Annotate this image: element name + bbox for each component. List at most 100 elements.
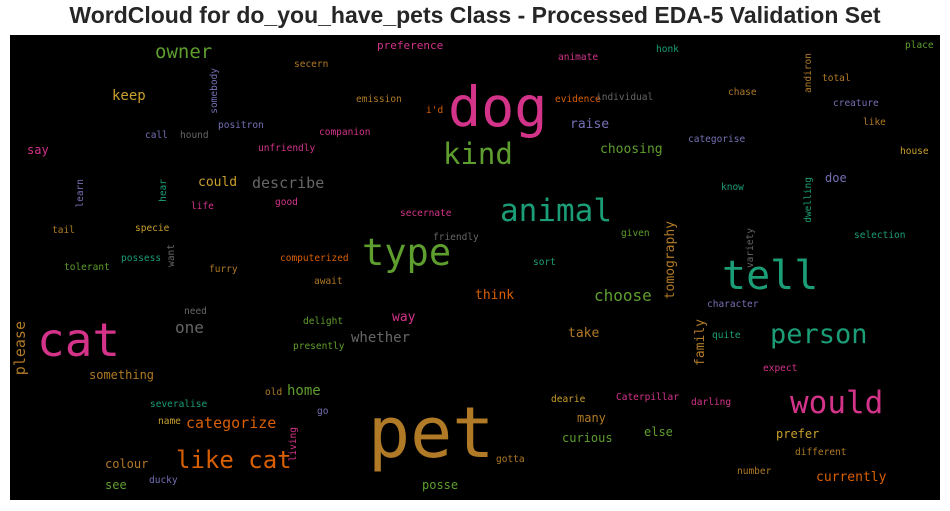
wordcloud-word: secernate (400, 208, 452, 219)
wordcloud-word: choose (594, 286, 652, 305)
wordcloud-word: many (577, 411, 606, 425)
wordcloud-word: could (198, 175, 238, 190)
wordcloud-word: severalise (150, 399, 208, 410)
wordcloud-word: i'd (426, 105, 444, 116)
wordcloud-word: learn (75, 179, 86, 208)
wordcloud-word: furry (209, 264, 238, 275)
wordcloud-word: prefer (776, 427, 820, 441)
wordcloud-word: presently (293, 341, 345, 352)
wordcloud-word: pet (368, 392, 495, 474)
wordcloud-word: call (145, 130, 168, 141)
wordcloud-word: life (191, 201, 214, 212)
wordcloud-canvas: pet dog cat tell type animal would kind person li… (10, 35, 940, 500)
wordcloud-word: curious (562, 431, 613, 445)
wordcloud-word: darling (691, 397, 732, 408)
wordcloud-word: hear (158, 179, 169, 202)
wordcloud-word: preference (377, 39, 444, 52)
wordcloud-word: computerized (280, 253, 349, 264)
wordcloud-word: dearie (551, 394, 586, 405)
wordcloud-word: tolerant (64, 262, 110, 273)
wordcloud-word: see (105, 478, 127, 492)
wordcloud-word: variety (745, 228, 756, 269)
wordcloud-word: total (822, 73, 851, 84)
wordcloud-word: categorise (688, 134, 746, 145)
wordcloud-word: keep (112, 88, 146, 104)
wordcloud-word: honk (656, 44, 679, 55)
wordcloud-word: unfriendly (258, 143, 316, 154)
wordcloud-word: say (27, 143, 49, 157)
wordcloud-word: old (265, 387, 283, 398)
wordcloud-word: owner (155, 41, 213, 63)
wordcloud-word: doe (825, 171, 847, 185)
wordcloud-word: andiron (803, 53, 814, 94)
wordcloud-word: house (900, 146, 929, 157)
wordcloud-word: gotta (496, 454, 525, 465)
wordcloud-word: individual (596, 92, 654, 103)
wordcloud-word: think (475, 288, 515, 303)
wordcloud-word: good (275, 197, 298, 208)
wordcloud-word: kind (443, 137, 513, 171)
wordcloud-word: type (362, 231, 452, 274)
wordcloud-word: place (905, 40, 934, 51)
wordcloud-word: ducky (149, 475, 178, 486)
wordcloud-word: one (175, 318, 204, 337)
wordcloud-word: expect (763, 363, 798, 374)
wordcloud-word: number (737, 466, 772, 477)
wordcloud-word: friendly (433, 232, 479, 243)
wordcloud-word: dog (448, 75, 548, 139)
wordcloud-word: Caterpillar (616, 392, 679, 403)
wordcloud-word: whether (351, 330, 411, 346)
wordcloud-word: would (790, 385, 884, 421)
wordcloud-word: chase (728, 87, 757, 98)
wordcloud-word: await (314, 276, 343, 287)
wordcloud-word: possess (121, 253, 162, 264)
wordcloud-word: specie (135, 223, 170, 234)
wordcloud-word: categorize (186, 414, 277, 432)
wordcloud-word: creature (833, 98, 879, 109)
wordcloud-word: animal (500, 193, 612, 229)
wordcloud-word: secern (294, 59, 329, 70)
wordcloud-word: name (158, 416, 181, 427)
wordcloud-word: need (184, 306, 207, 317)
wordcloud-word: choosing (600, 142, 663, 157)
wordcloud-word: quite (712, 330, 741, 341)
wordcloud-word: cat (37, 313, 121, 367)
wordcloud-word: sort (533, 257, 556, 268)
wordcloud-word: please (11, 321, 29, 376)
wordcloud-word: animate (558, 52, 599, 63)
chart-title: WordCloud for do_you_have_pets Class - P… (69, 2, 881, 28)
wordcloud-word: tomography (663, 221, 678, 300)
wordcloud-word: evidence (555, 94, 601, 105)
wordcloud-word: hound (180, 130, 209, 141)
wordcloud-word: something (89, 368, 155, 382)
wordcloud-word: dwelling (803, 177, 814, 223)
wordcloud-word: somebody (209, 68, 220, 114)
wordcloud-word: else (644, 425, 673, 439)
wordcloud-word: posse (422, 478, 459, 492)
wordcloud-word: raise (570, 117, 610, 132)
wordcloud-word: want (166, 244, 177, 267)
wordcloud-word: person (770, 319, 868, 350)
wordcloud-word: selection (854, 230, 906, 241)
wordcloud-word: emission (356, 94, 402, 105)
wordcloud-word: like (863, 117, 886, 128)
wordcloud-word: companion (319, 127, 371, 138)
wordcloud-word: family (693, 319, 708, 366)
wordcloud-word: know (721, 182, 744, 193)
wordcloud-word: character (707, 299, 759, 310)
wordcloud-word: delight (303, 316, 344, 327)
wordcloud-word: tail (52, 225, 75, 236)
wordcloud-word: tell (722, 253, 819, 299)
wordcloud-word: like cat (176, 446, 292, 474)
wordcloud-word: take (568, 326, 600, 341)
wordcloud-word: home (287, 383, 321, 399)
wordcloud-word: living (288, 427, 299, 462)
wordcloud-word: describe (252, 174, 325, 192)
wordcloud-word: positron (218, 120, 264, 131)
wordcloud-word: different (795, 447, 847, 458)
wordcloud-word: currently (816, 470, 887, 485)
wordcloud-word: go (317, 406, 329, 417)
wordcloud-word: given (621, 228, 650, 239)
wordcloud-word: colour (105, 457, 149, 471)
wordcloud-word: way (392, 310, 416, 325)
